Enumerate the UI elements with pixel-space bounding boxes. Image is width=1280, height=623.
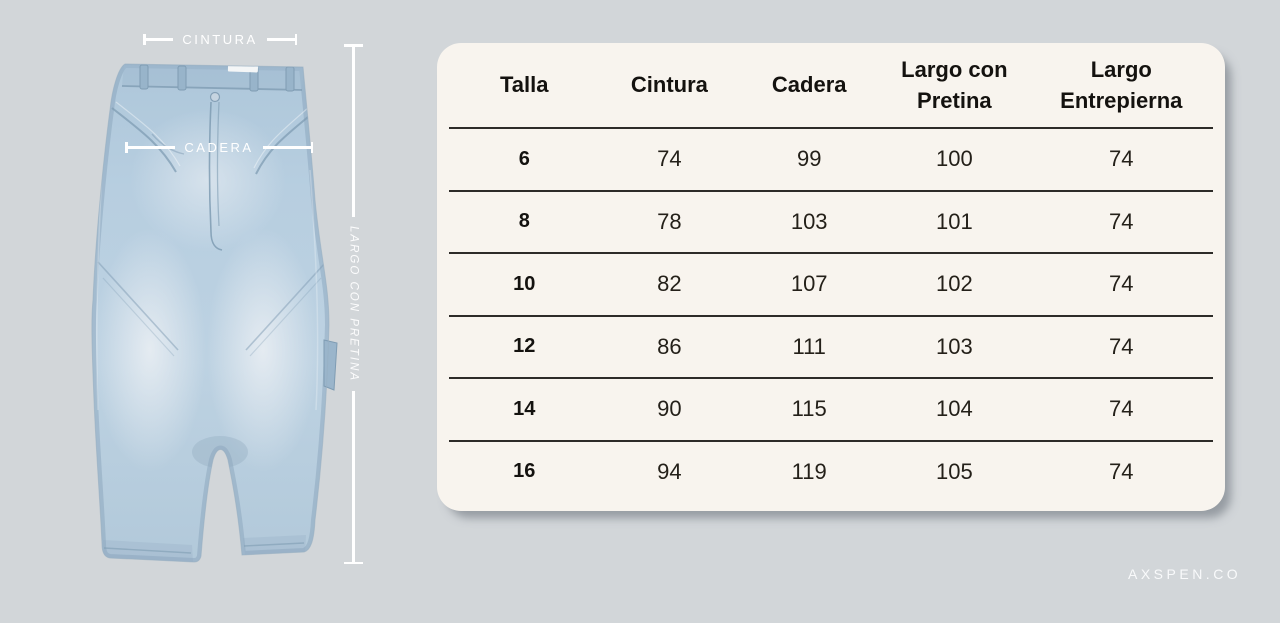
value-cell: 102 (879, 253, 1030, 317)
waist-dimension-line: CINTURA (143, 32, 297, 47)
size-cell: 6 (449, 128, 600, 192)
dimension-line (262, 146, 311, 149)
value-cell: 74 (1029, 190, 1213, 254)
dimension-line (145, 38, 174, 41)
size-cell: 8 (449, 190, 600, 254)
table-row: 12 86 111 103 74 (449, 315, 1213, 379)
value-cell: 105 (935, 458, 973, 484)
dimension-tick (143, 34, 146, 45)
value-cell: 103 (879, 315, 1030, 379)
value-cell: 111 (739, 315, 880, 379)
column-header-cintura: Cintura (599, 43, 740, 129)
column-header-largo-entrepierna: Largo Entrepierna (1029, 43, 1213, 129)
dimension-tick (125, 142, 128, 153)
table-row: 10 82 107 102 74 (449, 253, 1213, 317)
value-cell: 74 (1029, 315, 1213, 379)
dimension-line (266, 38, 295, 41)
value-cell: 86 (599, 315, 740, 379)
dimension-tick (344, 561, 363, 564)
value-cell: 82 (599, 253, 740, 317)
value-cell: 101 (879, 190, 1030, 254)
value-cell: 99 (739, 128, 880, 192)
table-row: 16 94 119 105 74 (449, 441, 1213, 503)
value-cell: 74 (1029, 253, 1213, 317)
value-cell: 74 (1109, 458, 1134, 484)
size-table-card: Talla Cintura Cadera Largo con Pretina L… (437, 43, 1225, 511)
dimension-line (352, 391, 355, 562)
hip-dimension-line: CADERA (125, 140, 313, 155)
table-row: 8 78 103 101 74 (449, 190, 1213, 254)
value-cell: 104 (879, 378, 1030, 442)
size-cell: 12 (449, 315, 600, 379)
size-cell: 16 (513, 460, 536, 483)
value-cell: 78 (599, 190, 740, 254)
hip-label: CADERA (184, 140, 254, 155)
value-cell: 74 (1029, 128, 1213, 192)
size-table: Talla Cintura Cadera Largo con Pretina L… (449, 43, 1213, 502)
table-header-row: Talla Cintura Cadera Largo con Pretina L… (449, 43, 1213, 129)
value-cell: 94 (657, 458, 682, 484)
length-label: LARGO CON PRETINA (347, 225, 360, 383)
size-cell: 14 (449, 378, 600, 442)
column-header-talla: Talla (449, 43, 600, 129)
value-cell: 74 (599, 128, 740, 192)
length-dimension-line: LARGO CON PRETINA (344, 44, 363, 564)
value-cell: 90 (599, 378, 740, 442)
waist-label: CINTURA (182, 32, 258, 47)
dimension-tick (344, 44, 363, 47)
table-row: 6 74 99 100 74 (449, 128, 1213, 192)
dimension-line (352, 46, 355, 217)
watermark: AXSPEN.CO (1128, 566, 1242, 582)
size-cell: 10 (449, 253, 600, 317)
dimension-tick (294, 34, 297, 45)
value-cell: 115 (739, 378, 880, 442)
column-header-cadera: Cadera (739, 43, 880, 129)
value-cell: 103 (739, 190, 880, 254)
value-cell: 74 (1029, 378, 1213, 442)
value-cell: 107 (739, 253, 880, 317)
table-row: 14 90 115 104 74 (449, 378, 1213, 442)
value-cell: 119 (791, 458, 827, 484)
jeans-photo (91, 63, 338, 563)
dimension-line (127, 146, 176, 149)
dimension-tick (310, 142, 313, 153)
value-cell: 100 (879, 128, 1030, 192)
column-header-largo-con-pretina: Largo con Pretina (879, 43, 1030, 129)
